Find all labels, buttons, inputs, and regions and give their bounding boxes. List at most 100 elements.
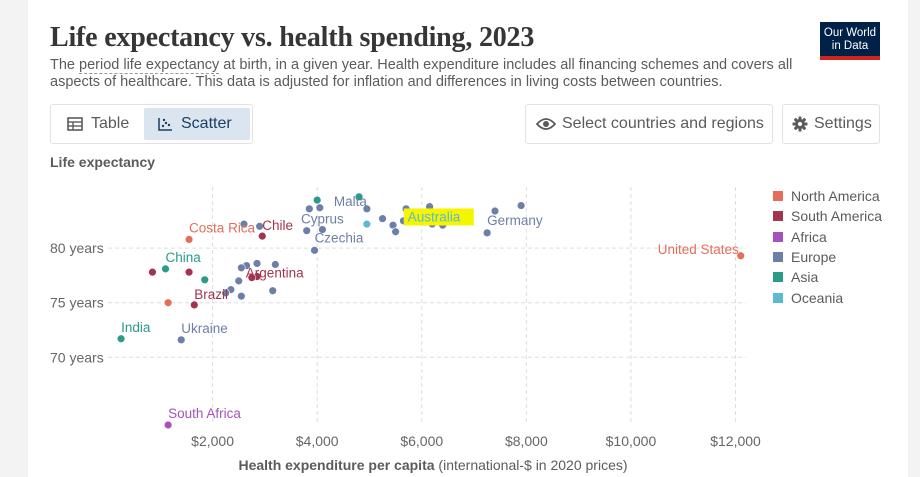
x-tick-label: $8,000 [505, 433, 548, 449]
legend: North America South America Africa Europe As… [773, 186, 882, 308]
data-point[interactable] [190, 300, 199, 310]
y-tick-label: 75 years [50, 295, 104, 311]
tab-table[interactable]: Table [55, 108, 141, 140]
x-tick-label: $6,000 [400, 433, 443, 449]
tab-table-label: Table [91, 115, 130, 132]
point-label[interactable]: Czechia [315, 230, 364, 245]
legend-item[interactable]: Asia [773, 267, 882, 287]
data-point[interactable] [255, 222, 264, 231]
point-label[interactable]: India [121, 320, 151, 335]
legend-item[interactable]: Oceania [773, 287, 882, 307]
data-point[interactable] [362, 219, 372, 229]
data-point[interactable] [177, 335, 186, 345]
y-tick-label: 70 years [50, 349, 104, 365]
legend-label: Europe [791, 249, 837, 266]
point-label[interactable]: Costa Rica [189, 220, 256, 235]
point-label[interactable]: Argentina [246, 266, 304, 281]
x-axis-label-units: (international-$ in 2020 prices) [434, 457, 628, 473]
data-point[interactable] [234, 276, 243, 286]
data-point[interactable] [391, 227, 400, 236]
legend-label: Asia [791, 269, 819, 286]
settings-button[interactable]: Settings [782, 104, 880, 144]
select-countries-button[interactable]: Select countries and regions [525, 104, 773, 144]
data-point[interactable] [271, 260, 280, 269]
highlight-box [403, 208, 474, 226]
data-point[interactable] [252, 259, 262, 268]
data-point[interactable] [247, 273, 257, 282]
data-point[interactable] [312, 195, 322, 205]
data-point[interactable] [237, 263, 246, 272]
logo-accent-bar [820, 56, 880, 60]
legend-swatch [773, 272, 783, 283]
point-label[interactable]: Australia [408, 209, 461, 224]
point-label[interactable]: Brazil [194, 287, 228, 302]
tab-scatter[interactable]: Scatter [144, 108, 250, 140]
data-point[interactable] [354, 192, 364, 202]
owid-logo[interactable]: Our World in Data [820, 22, 880, 60]
point-label[interactable]: South Africa [168, 406, 241, 421]
legend-swatch [773, 252, 783, 263]
point-label[interactable]: Chile [262, 218, 293, 233]
chart-card: Life expectancy vs. health spending, 202… [28, 0, 908, 477]
legend-label: Oceania [791, 289, 844, 306]
data-point[interactable] [318, 225, 327, 234]
point-label[interactable]: Cyprus [301, 212, 344, 227]
scatter-plot: $2,000 $4,000 $6,000 $8,000 $10,000 $12,000 70… [50, 187, 761, 449]
data-point[interactable] [116, 334, 126, 343]
data-point[interactable] [305, 204, 314, 214]
select-countries-label: Select countries and regions [562, 115, 764, 132]
legend-label: Africa [791, 228, 827, 245]
data-point[interactable] [239, 219, 249, 229]
data-point[interactable] [163, 298, 173, 307]
legend-swatch [773, 292, 783, 303]
point-label[interactable]: United States [658, 242, 739, 257]
data-point[interactable] [268, 286, 277, 295]
data-point[interactable] [516, 201, 526, 210]
data-point[interactable] [258, 231, 267, 241]
legend-item[interactable]: Africa [773, 227, 882, 247]
tab-scatter-label: Scatter [181, 115, 232, 132]
legend-item[interactable]: Europe [773, 247, 882, 267]
data-point[interactable] [200, 275, 209, 284]
data-point[interactable] [490, 206, 500, 216]
data-point[interactable] [310, 246, 319, 255]
data-point[interactable] [237, 291, 246, 301]
period-life-expectancy-link[interactable]: period life expectancy [79, 57, 220, 74]
data-point[interactable] [302, 226, 311, 235]
chart-title: Life expectancy vs. health spending, 202… [50, 22, 535, 53]
logo-line-2: in Data [831, 40, 869, 52]
x-axis-label: Health expenditure per capita (internati… [28, 457, 838, 473]
subtitle-text-start: The [50, 57, 80, 73]
data-point[interactable] [482, 228, 492, 238]
legend-swatch [773, 211, 783, 222]
settings-label: Settings [814, 115, 872, 132]
data-point[interactable] [148, 267, 157, 277]
y-tick-label: 80 years [50, 240, 104, 256]
data-point[interactable] [736, 251, 745, 260]
data-point[interactable] [362, 204, 372, 214]
legend-swatch [773, 191, 783, 202]
x-tick-label: $10,000 [606, 433, 657, 449]
point-label[interactable]: Malta [334, 194, 368, 209]
legend-item[interactable]: South America [773, 206, 882, 226]
data-point[interactable] [315, 203, 324, 212]
data-point[interactable] [221, 288, 230, 298]
data-point[interactable] [378, 214, 387, 223]
legend-item[interactable]: North America [773, 186, 882, 206]
data-point[interactable] [184, 267, 194, 277]
legend-swatch [773, 231, 783, 242]
data-point[interactable] [163, 420, 173, 430]
x-tick-label: $4,000 [296, 433, 339, 449]
point-label[interactable]: Germany [487, 213, 543, 228]
data-point[interactable] [184, 235, 194, 244]
chart-subtitle: The period life expectancy at birth, in … [50, 57, 810, 91]
point-label[interactable]: China [166, 250, 202, 265]
x-tick-label: $2,000 [191, 433, 234, 449]
gear-icon [792, 116, 808, 132]
subtitle-text-rest: at birth, in a given year. Health expend… [50, 57, 793, 90]
data-point[interactable] [161, 264, 170, 274]
x-tick-label: $12,000 [710, 433, 761, 449]
table-icon [67, 117, 83, 131]
x-axis-label-bold: Health expenditure per capita [238, 457, 435, 473]
point-label[interactable]: Ukraine [181, 321, 228, 336]
